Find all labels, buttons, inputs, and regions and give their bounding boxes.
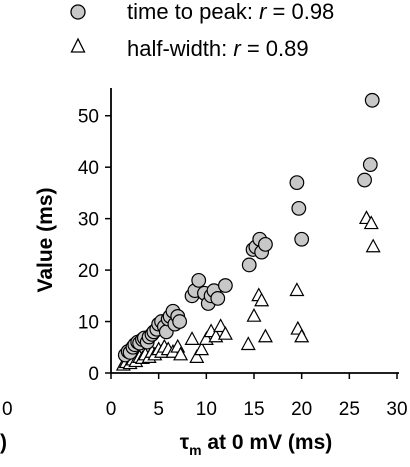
data-point-time-to-peak [294,231,310,247]
y-tick-label: 30 [78,210,99,231]
y-tick-label: 0 [88,364,99,385]
cut-off-tick-label: 0 [2,399,13,420]
data-point-half-width [294,328,310,343]
legend-marker-circle [70,4,86,20]
data-point-time-to-peak [210,290,226,306]
data-point-time-to-peak [241,257,257,273]
data-point-time-to-peak [291,200,307,216]
data-point-half-width [289,282,305,297]
data-point-time-to-peak [217,278,233,293]
data-point-time-to-peak [258,236,273,252]
data-point-half-width [184,331,200,345]
legend-label-time-to-peak: time to peak: r = 0.98 [127,0,334,24]
x-tick-label: 0 [106,399,117,420]
data-point-half-width [246,307,262,322]
legend-marker-triangle [70,37,86,53]
x-tick-label: 30 [386,399,407,420]
y-tick-label: 40 [78,158,99,179]
x-tick-label: 10 [196,399,217,420]
data-point-half-width [254,292,270,307]
data-point-time-to-peak [172,314,188,329]
data-point-half-width [194,341,210,356]
legend-label-half-width: half-width: r = 0.89 [127,36,309,61]
data-point-time-to-peak [364,92,380,108]
cut-off-axis-label-fragment: ) [0,431,7,454]
data-point-half-width [189,349,205,363]
x-tick-label: 15 [243,399,264,420]
data-point-half-width [213,318,229,333]
data-point-half-width [363,215,379,230]
data-point-time-to-peak [191,272,207,288]
data-point-half-width [365,238,381,253]
y-tick-label: 50 [78,107,99,128]
data-point-half-width [217,325,233,340]
x-axis-label: τm at 0 mV (ms) [180,431,333,458]
data-point-time-to-peak [357,172,372,188]
y-tick-label: 10 [78,313,99,334]
data-point-half-width [257,328,273,343]
x-tick-label: 25 [339,399,360,420]
data-point-half-width [240,336,256,351]
x-axis-ticks: 0 5 10 15 20 25 30 [106,373,408,420]
y-axis-ticks: 0 10 20 30 40 50 [78,107,111,385]
y-axis-label: Value (ms) [34,187,57,292]
x-tick-label: 5 [153,399,164,420]
x-tick-label: 20 [291,399,312,420]
y-tick-label: 20 [78,261,99,282]
data-point-time-to-peak [362,157,378,173]
legend: time to peak: r = 0.98 half-width: r = 0… [70,0,334,61]
data-points [115,92,381,371]
data-point-half-width [173,346,189,361]
data-point-time-to-peak [289,175,305,191]
